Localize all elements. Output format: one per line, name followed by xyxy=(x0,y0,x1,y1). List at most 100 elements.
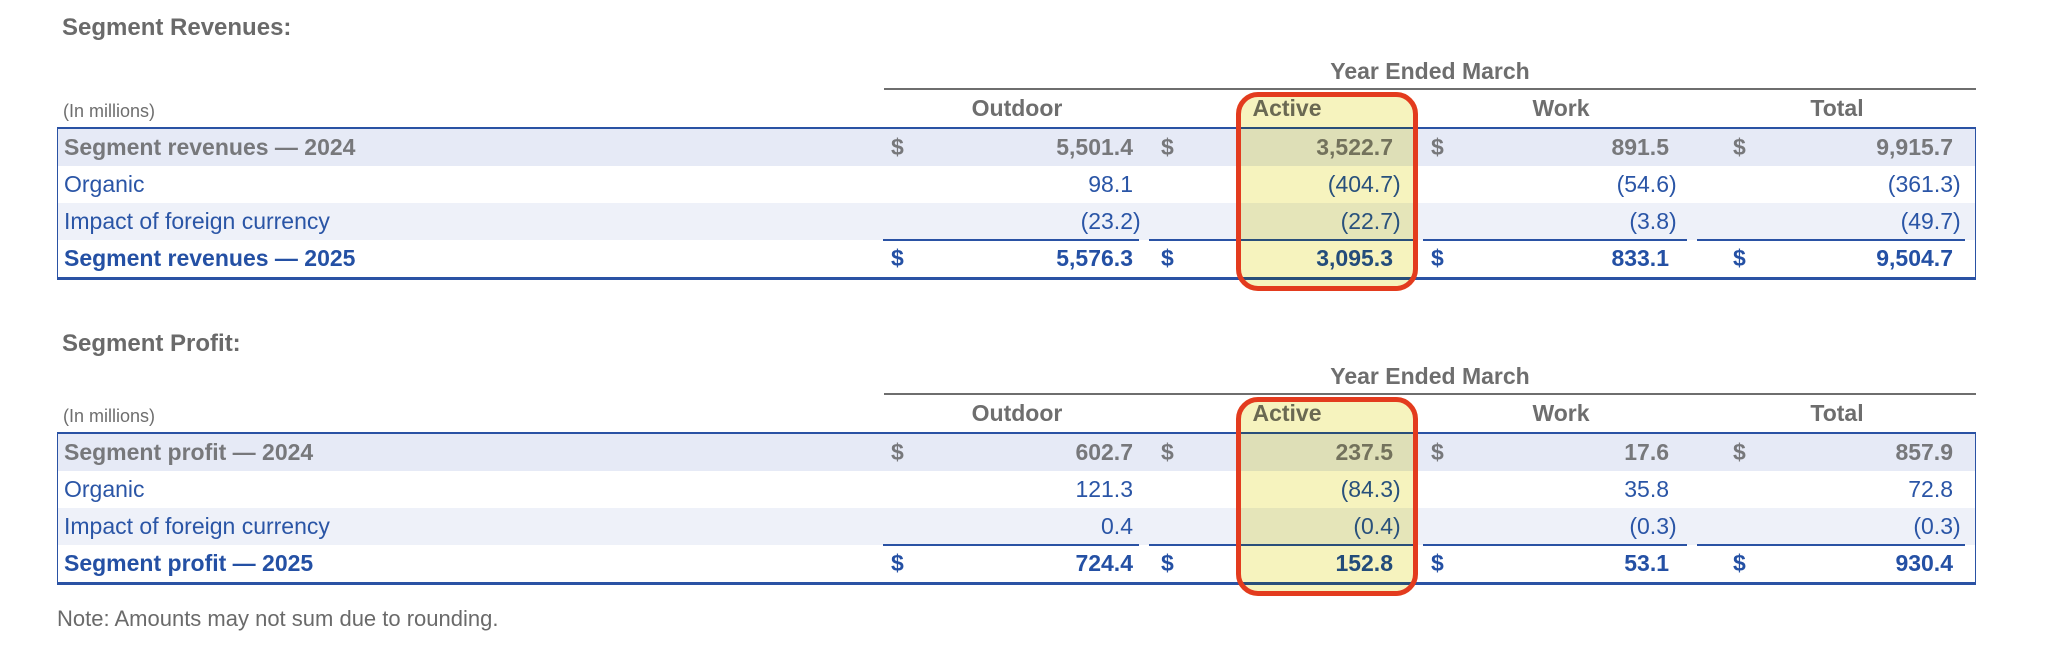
dollar-sign: $ xyxy=(891,439,904,465)
table-row: Impact of foreign currency (23.2) (22.7) (3… xyxy=(58,203,1975,241)
column-header-row: (In millions) Outdoor Active Work Total xyxy=(57,395,1976,432)
column-header-work: Work xyxy=(1532,95,1590,121)
value-group-work: $833.1 xyxy=(1423,240,1697,277)
value-cell: 237.5 xyxy=(1335,439,1393,465)
value-group-outdoor: 121.3 xyxy=(883,471,1149,508)
value-cell: (361.3) xyxy=(1887,171,1961,197)
column-headers: Outdoor Active Work Total xyxy=(884,90,1976,127)
value-group-total: $9,504.7 xyxy=(1697,240,1975,277)
dollar-sign: $ xyxy=(1431,550,1444,576)
value-group-total: (49.7) xyxy=(1697,203,1975,241)
dollar-sign: $ xyxy=(1733,245,1746,271)
dollar-sign: $ xyxy=(891,550,904,576)
dollar-sign: $ xyxy=(1733,134,1746,160)
value-group-work: 35.8 xyxy=(1423,471,1697,508)
table-body: Segment profit — 2024 $602.7 $237.5 $17.6 $8… xyxy=(57,432,1976,585)
dollar-sign: $ xyxy=(1431,134,1444,160)
column-header-work: Work xyxy=(1532,400,1590,426)
column-header-total: Total xyxy=(1810,400,1864,426)
dollar-sign: $ xyxy=(891,134,904,160)
value-cell: 17.6 xyxy=(1624,439,1669,465)
dollar-sign: $ xyxy=(1161,245,1174,271)
column-header-outdoor: Outdoor xyxy=(971,400,1063,426)
value-group-total: $857.9 xyxy=(1697,434,1975,471)
table-row: Segment revenues — 2025 $5,576.3 $3,095.3 $… xyxy=(58,240,1975,277)
value-group-outdoor: $5,576.3 xyxy=(883,240,1149,277)
value-group-outdoor: (23.2) xyxy=(883,203,1149,241)
dollar-sign: $ xyxy=(891,245,904,271)
dollar-sign: $ xyxy=(1431,245,1444,271)
value-cell: 121.3 xyxy=(1075,476,1133,502)
value-group-outdoor: 98.1 xyxy=(883,166,1149,203)
value-group-active: $3,095.3 xyxy=(1149,240,1423,277)
table-row: Segment profit — 2024 $602.7 $237.5 $17.6 $8… xyxy=(58,434,1975,471)
row-label: Organic xyxy=(64,171,145,197)
value-group-total: $9,915.7 xyxy=(1697,129,1975,166)
value-group-work: (54.6) xyxy=(1423,166,1697,203)
value-group-active: $237.5 xyxy=(1149,434,1423,471)
column-headers: Outdoor Active Work Total xyxy=(884,395,1976,432)
value-cell: 857.9 xyxy=(1895,439,1953,465)
column-header-outdoor: Outdoor xyxy=(971,95,1063,121)
value-group-work: (0.3) xyxy=(1423,508,1697,546)
value-cell: (0.3) xyxy=(1913,513,1961,539)
value-cell: 5,576.3 xyxy=(1056,245,1133,271)
period-header-spacer xyxy=(57,361,884,395)
dollar-sign: $ xyxy=(1161,134,1174,160)
value-cell: 3,522.7 xyxy=(1316,134,1393,160)
period-header-row: Year Ended March xyxy=(57,361,1976,395)
segment-revenues-table: Year Ended March (In millions) Outdoor Ac… xyxy=(57,56,1976,291)
value-group-active: (0.4) xyxy=(1149,508,1423,546)
dollar-sign: $ xyxy=(1733,439,1746,465)
value-group-work: $891.5 xyxy=(1423,129,1697,166)
value-cell: 53.1 xyxy=(1624,550,1669,576)
table-row: Segment revenues — 2024 $5,501.4 $3,522.7 $… xyxy=(58,129,1975,166)
period-header-row: Year Ended March xyxy=(57,56,1976,90)
value-cell: (49.7) xyxy=(1900,208,1961,234)
column-header-row: (In millions) Outdoor Active Work Total xyxy=(57,90,1976,127)
column-header-active: Active xyxy=(1252,95,1322,121)
year-ended-march-header: Year Ended March xyxy=(884,56,1976,90)
value-cell: 35.8 xyxy=(1624,476,1669,502)
value-group-active: (404.7) xyxy=(1149,166,1423,203)
value-cell: (0.4) xyxy=(1353,513,1401,539)
row-label: Segment profit — 2024 xyxy=(64,439,314,465)
dollar-sign: $ xyxy=(1431,439,1444,465)
table-body: Segment revenues — 2024 $5,501.4 $3,522.7 $… xyxy=(57,127,1976,280)
row-label: Impact of foreign currency xyxy=(64,513,330,539)
period-header-spacer xyxy=(57,56,884,90)
dollar-sign: $ xyxy=(1161,439,1174,465)
value-group-active: $3,522.7 xyxy=(1149,129,1423,166)
value-cell: 98.1 xyxy=(1088,171,1133,197)
value-cell: 72.8 xyxy=(1908,476,1953,502)
year-ended-march-header: Year Ended March xyxy=(884,361,1976,395)
value-cell: 3,095.3 xyxy=(1316,245,1393,271)
segment-revenues-title: Segment Revenues: xyxy=(62,14,292,41)
value-cell: (23.2) xyxy=(1080,208,1141,234)
value-cell: (54.6) xyxy=(1616,171,1677,197)
table-row: Organic 98.1 (404.7) (54.6) (361.3) xyxy=(58,166,1975,203)
value-cell: 152.8 xyxy=(1335,550,1393,576)
value-cell: 891.5 xyxy=(1611,134,1669,160)
value-cell: (22.7) xyxy=(1340,208,1401,234)
value-cell: (404.7) xyxy=(1327,171,1401,197)
in-millions-label: (In millions) xyxy=(63,101,156,121)
column-header-active: Active xyxy=(1252,400,1322,426)
value-group-work: $17.6 xyxy=(1423,434,1697,471)
value-cell: (3.8) xyxy=(1629,208,1677,234)
value-group-active: $152.8 xyxy=(1149,545,1423,582)
value-cell: (0.3) xyxy=(1629,513,1677,539)
dollar-sign: $ xyxy=(1733,550,1746,576)
dollar-sign: $ xyxy=(1161,550,1174,576)
row-label: Segment revenues — 2025 xyxy=(64,245,356,271)
value-group-outdoor: 0.4 xyxy=(883,508,1149,546)
value-group-outdoor: $602.7 xyxy=(883,434,1149,471)
value-group-total: (361.3) xyxy=(1697,166,1975,203)
row-label: Organic xyxy=(64,476,145,502)
note-text: Note: Amounts may not sum due to roundin… xyxy=(57,606,499,631)
value-cell: (84.3) xyxy=(1340,476,1401,502)
value-group-work: (3.8) xyxy=(1423,203,1697,241)
value-cell: 0.4 xyxy=(1101,513,1133,539)
table-row: Impact of foreign currency 0.4 (0.4) (0.3) (… xyxy=(58,508,1975,546)
